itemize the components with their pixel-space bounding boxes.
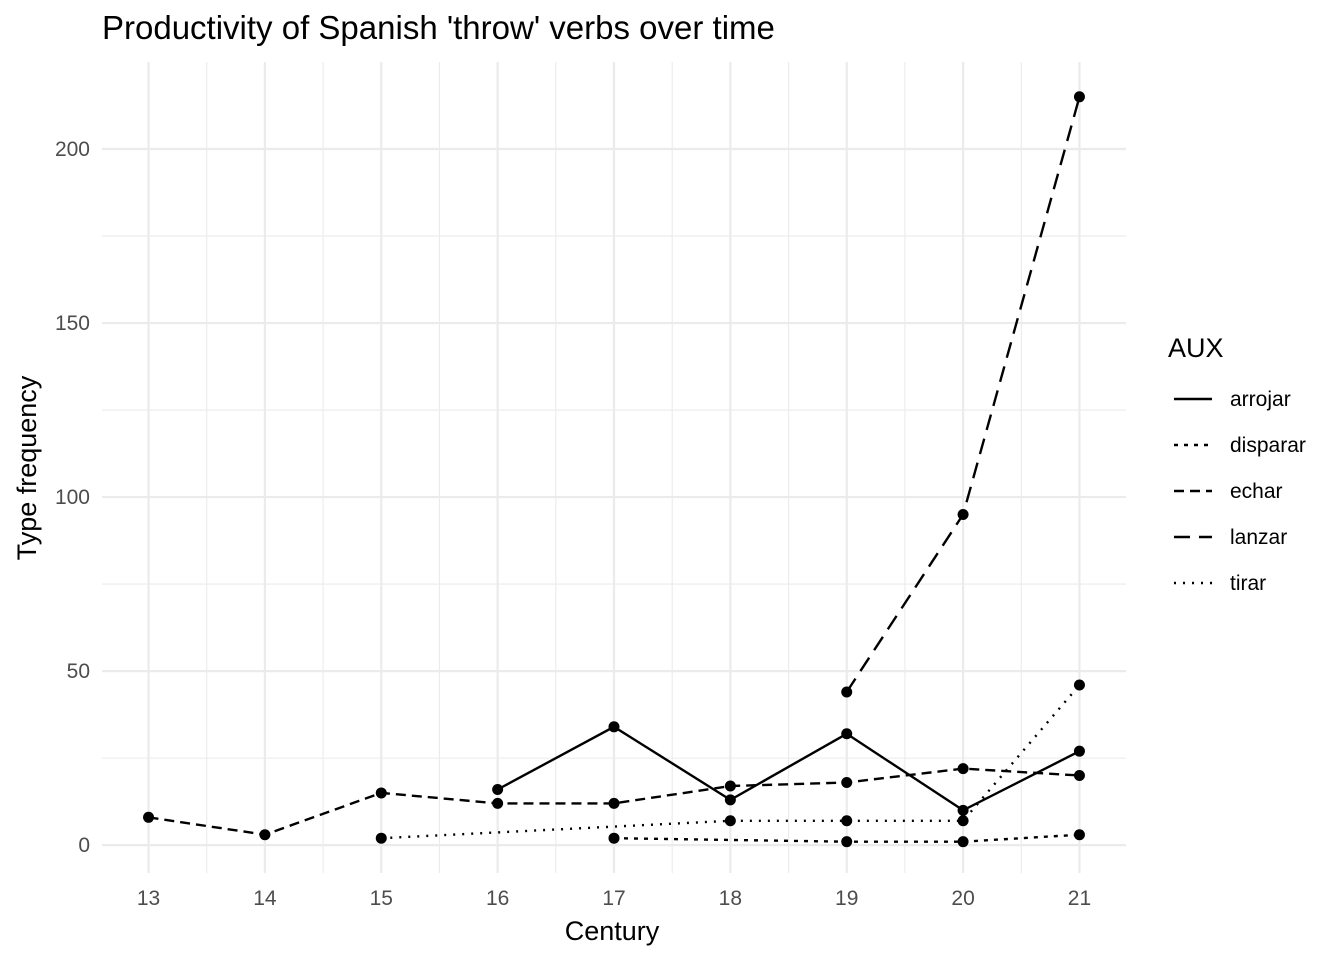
series-points <box>143 91 1085 848</box>
data-point-echar <box>492 797 504 809</box>
y-tick-label: 150 <box>55 312 90 335</box>
data-point-echar <box>724 780 736 792</box>
legend: AUX arrojar disparar echar lanzar tirar <box>1168 333 1306 595</box>
legend-title: AUX <box>1168 333 1224 363</box>
tick-labels: 0 50 100 150 200 13 14 15 16 17 18 19 20 21 <box>55 138 1091 910</box>
legend-label-arrojar: arrojar <box>1230 388 1291 411</box>
data-point-arrojar <box>724 794 736 806</box>
x-tick-label: 18 <box>719 887 742 910</box>
x-tick-label: 14 <box>253 887 277 910</box>
data-point-tirar <box>724 815 736 827</box>
chart-title: Productivity of Spanish 'throw' verbs ov… <box>102 9 775 46</box>
x-tick-label: 20 <box>951 887 974 910</box>
x-tick-label: 16 <box>486 887 509 910</box>
y-tick-label: 200 <box>55 138 90 161</box>
data-point-lanzar <box>841 686 853 698</box>
data-point-tirar <box>841 815 853 827</box>
data-point-echar <box>375 787 387 799</box>
legend-label-disparar: disparar <box>1230 434 1306 457</box>
data-point-arrojar <box>957 804 969 816</box>
series-line-echar <box>148 767 1080 836</box>
legend-label-lanzar: lanzar <box>1230 526 1287 549</box>
series-line-arrojar <box>497 725 1081 812</box>
data-point-echar <box>143 811 155 823</box>
x-tick-label: 21 <box>1068 887 1091 910</box>
y-tick-label: 50 <box>67 660 90 683</box>
y-tick-label: 100 <box>55 486 90 509</box>
data-point-echar <box>1073 770 1085 782</box>
grid <box>102 62 1126 873</box>
data-point-echar <box>608 797 620 809</box>
series-line-disparar <box>613 833 1080 843</box>
data-point-tirar <box>1073 679 1085 691</box>
x-tick-label: 13 <box>137 887 160 910</box>
x-tick-label: 15 <box>370 887 393 910</box>
x-tick-label: 17 <box>602 887 625 910</box>
data-point-disparar <box>608 832 620 844</box>
data-point-disparar <box>841 836 853 848</box>
data-point-arrojar <box>492 783 504 795</box>
y-axis-title: Type frequency <box>12 375 42 560</box>
data-point-lanzar <box>1073 91 1085 103</box>
y-tick-label: 0 <box>78 834 90 857</box>
data-point-echar <box>259 829 271 841</box>
data-point-tirar <box>957 815 969 827</box>
legend-label-echar: echar <box>1230 480 1283 503</box>
data-point-arrojar <box>1073 745 1085 757</box>
data-point-arrojar <box>608 721 620 733</box>
data-point-lanzar <box>957 508 969 520</box>
data-point-disparar <box>1073 829 1085 841</box>
data-point-echar <box>841 777 853 789</box>
data-point-tirar <box>375 832 387 844</box>
x-axis-title: Century <box>565 916 660 946</box>
legend-label-tirar: tirar <box>1230 572 1266 595</box>
x-tick-label: 19 <box>835 887 858 910</box>
data-point-arrojar <box>841 728 853 740</box>
data-point-echar <box>957 763 969 775</box>
data-point-disparar <box>957 836 969 848</box>
